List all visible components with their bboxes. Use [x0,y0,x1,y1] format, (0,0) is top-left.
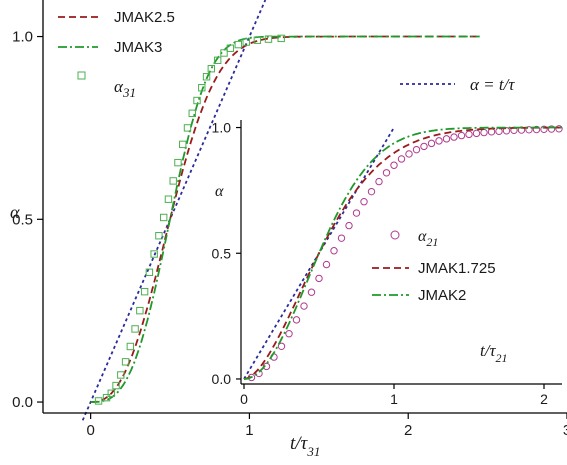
legend-label-jmak1.725: JMAK1.725 [418,260,496,277]
data-point-31 [208,66,214,72]
data-point-31 [175,159,181,165]
inset-y-axis-label: α [215,183,224,200]
data-point-31 [160,214,166,220]
x-tick-label: 2 [404,422,412,439]
x-tick-label: 0 [240,391,248,407]
data-point-31 [180,141,186,147]
main-y-axis-label: α [10,202,20,222]
y-tick-label: 0.5 [212,245,232,261]
legend-label-jmak3: JMAK3 [114,39,162,56]
data-point-31 [165,196,171,202]
x-tick-label: 3 [563,422,567,439]
x-tick-label: 0 [86,422,94,439]
data-point-31 [235,41,241,47]
x-tick-label: 2 [540,391,548,407]
legend-label-jmak2.5: JMAK2.5 [114,9,175,26]
main-x-axis-label: t/τ31 [290,433,320,459]
y-tick-label: 1.0 [212,120,232,136]
x-tick-label: 1 [245,422,253,439]
data-point-31 [137,307,143,313]
legend-label-jmak2: JMAK2 [418,287,466,304]
inset-plot: 0 1 2 0.0 0.5 1.0 α t/τ21 α21 JMAK1.725 JMAK2 [212,115,567,407]
legend-label-reference-line: α = t/τ [470,75,515,94]
x-tick-label: 1 [390,391,398,407]
data-point-31 [170,178,176,184]
y-tick-label: 0.0 [12,394,33,411]
inset-background [218,115,567,390]
data-point-31 [141,288,147,294]
y-tick-label: 0.0 [212,371,232,387]
legend-label-alpha31: α31 [114,77,136,100]
data-point-31 [184,125,190,131]
y-tick-label: 1.0 [12,29,33,46]
main-legend: JMAK2.5 JMAK3 α31 α = t/τ [58,9,515,100]
data-point-31 [132,326,138,332]
legend-marker-alpha31 [78,72,85,79]
data-point-31 [127,343,133,349]
